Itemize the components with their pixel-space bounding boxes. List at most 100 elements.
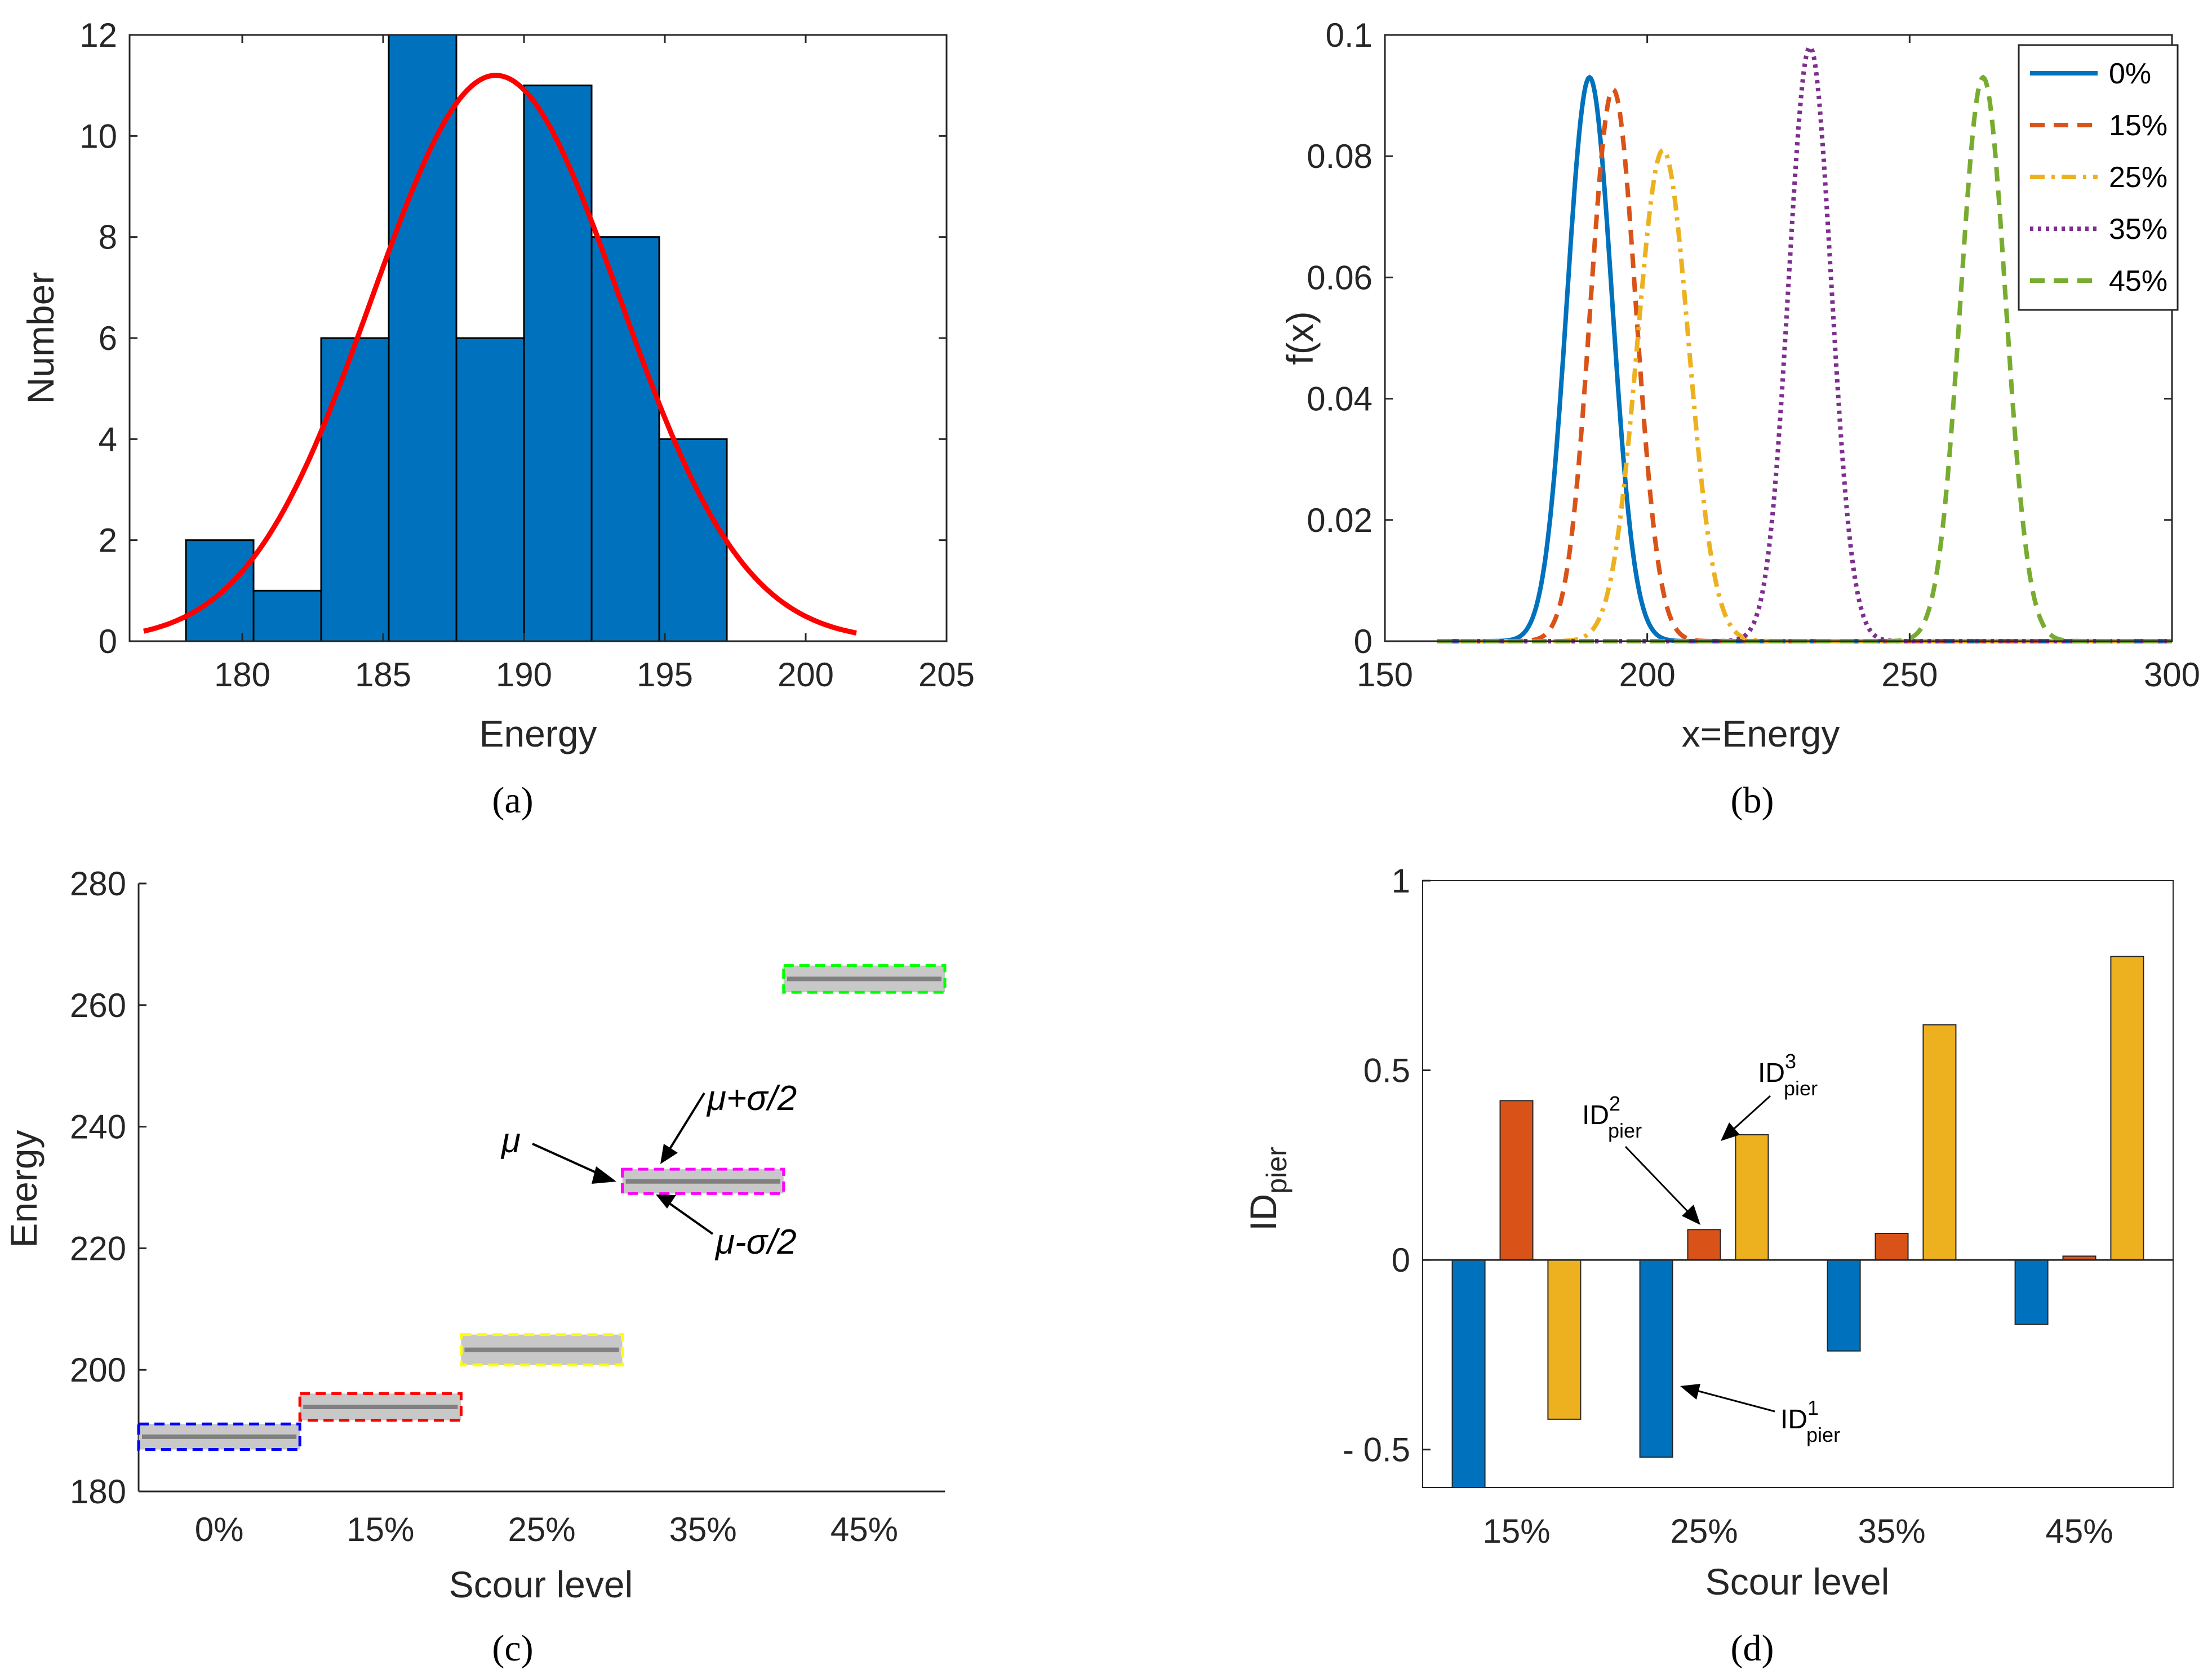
panel-b-y-axis-label: f(x): [1279, 311, 1321, 365]
y-tick-label: 8: [99, 219, 117, 256]
panel-c-caption: (c): [492, 1628, 533, 1669]
panel-d-y-label-sub: pier: [1261, 1147, 1292, 1193]
y-tick-label: 0.5: [1363, 1052, 1410, 1090]
y-tick-label: 2: [99, 522, 117, 560]
x-tick-label: 25%: [1670, 1512, 1738, 1550]
panel-d-y-label-main: ID: [1242, 1194, 1284, 1231]
y-tick-label: 280: [70, 865, 126, 903]
annotation-id1-arrowhead: [1680, 1384, 1700, 1400]
bar-ID1pier-35%: [1827, 1259, 1861, 1352]
annotation-id3-sup: 3: [1785, 1050, 1796, 1073]
bar-ID1pier-15%: [1451, 1259, 1486, 1488]
histogram-bar: [252, 589, 322, 642]
histogram-bar: [320, 337, 390, 642]
panel-d-ticks: - 0.5 0 0.5 1 15% 25% 35% 45%: [1343, 862, 2113, 1550]
x-tick-label: 15%: [347, 1511, 414, 1548]
x-tick-label: 200: [1619, 656, 1676, 694]
x-tick-label: 300: [2144, 656, 2200, 694]
annotation-mu-plus-arrowhead: [660, 1144, 678, 1164]
annotation-id2-arrow: [1624, 1145, 1694, 1218]
annotation-id1-arrow: [1690, 1388, 1775, 1413]
annotation-id3-arrow: [1727, 1095, 1771, 1135]
histogram-bar: [590, 236, 660, 642]
panel-b-legend: 0% 15% 25% 35% 45%: [2018, 44, 2179, 311]
bar-ID1pier-45%: [2014, 1259, 2049, 1325]
annotation-mu-minus-arrow: [664, 1199, 714, 1235]
panel-b-x-axis-label: x=Energy: [1682, 713, 1840, 754]
y-tick-label: 220: [70, 1229, 126, 1267]
panel-a: 180 185 190 195 200 205 0 2 4 6 8 10 12 Energy Numbe…: [20, 16, 975, 821]
y-tick-label: 6: [99, 319, 117, 357]
panel-a-ticks: 180 185 190 195 200 205 0 2 4 6 8 10 12: [79, 16, 975, 694]
annotation-mu-minus-arrowhead: [656, 1195, 676, 1209]
legend-label-15%: 15%: [2109, 109, 2167, 142]
panel-c-bands: [137, 964, 947, 1451]
panel-a-normal-fit-curve: [143, 73, 857, 636]
histogram-bar: [388, 34, 457, 642]
y-tick-label: 0.06: [1307, 259, 1372, 296]
y-tick-label: 12: [79, 16, 117, 54]
bar-ID2pier-15%: [1499, 1100, 1534, 1261]
annotation-id1-sub: pier: [1806, 1423, 1840, 1446]
panel-a-bars: [185, 34, 728, 642]
annotation-id1: ID1 pier: [1780, 1396, 1840, 1446]
panel-d-caption: (d): [1731, 1628, 1774, 1669]
histogram-bar: [658, 438, 728, 642]
y-tick-label: 0.04: [1307, 380, 1372, 418]
legend-box: [2018, 44, 2179, 311]
annotation-id2-arrowhead: [1682, 1205, 1700, 1225]
panel-c: 180 200 220 240 260 280 0% 15% 25% 35% 45% μ μ+σ/2…: [3, 865, 947, 1669]
annotation-id2: ID2 pier: [1582, 1092, 1642, 1142]
y-tick-label: 0: [1354, 623, 1372, 660]
x-tick-label: 200: [778, 656, 834, 694]
y-tick-label: 10: [79, 117, 117, 155]
density-line-15%: [1437, 86, 2172, 643]
histogram-bar: [455, 337, 525, 642]
panel-b-plot-box: [1384, 34, 2173, 642]
legend-label-0%: 0%: [2109, 57, 2151, 90]
bar-ID3pier-15%: [1547, 1259, 1582, 1420]
annotation-id2-main: ID: [1582, 1100, 1609, 1130]
y-tick-label: 260: [70, 987, 126, 1024]
legend-label-25%: 25%: [2109, 161, 2167, 194]
y-tick-label: 240: [70, 1108, 126, 1146]
x-tick-label: 0%: [195, 1511, 244, 1548]
density-line-35%: [1437, 44, 2172, 643]
annotation-mu-arrowhead: [592, 1166, 616, 1184]
annotation-id3: ID3 pier: [1758, 1050, 1818, 1100]
panel-c-annotations: μ μ+σ/2 μ-σ/2: [500, 1079, 797, 1262]
panel-d-y-axis-label: IDpier: [1242, 1147, 1292, 1231]
annotation-id3-sub: pier: [1784, 1077, 1818, 1100]
annotation-mu-plus-arrow: [665, 1092, 705, 1156]
panel-d-plot-box: [1422, 880, 2174, 1488]
x-tick-label: 190: [496, 656, 552, 694]
bar-ID3pier-35%: [1922, 1024, 1957, 1261]
panel-a-y-axis-label: Number: [20, 272, 61, 405]
annotation-id3-main: ID: [1758, 1058, 1785, 1088]
annotation-id1-sup: 1: [1807, 1396, 1819, 1419]
y-tick-label: 0.08: [1307, 137, 1372, 175]
panel-d-x-axis-label: Scour level: [1705, 1561, 1890, 1602]
panel-b-caption: (b): [1731, 780, 1774, 821]
y-tick-label: 0.1: [1326, 16, 1372, 54]
panel-c-y-axis-label: Energy: [3, 1130, 45, 1247]
annotation-id2-sup: 2: [1609, 1092, 1620, 1115]
annotation-id1-main: ID: [1780, 1405, 1807, 1435]
panel-d-annotations: ID2 pier ID3 pier ID1 pier: [1582, 1050, 1840, 1446]
histogram-bar: [523, 85, 593, 642]
x-tick-label: 185: [355, 656, 411, 694]
bar-ID2pier-25%: [1687, 1229, 1721, 1261]
x-tick-label: 250: [1881, 656, 1938, 694]
x-tick-label: 195: [637, 656, 693, 694]
y-tick-label: 0.02: [1307, 501, 1372, 539]
bar-ID3pier-45%: [2110, 956, 2144, 1261]
annotation-mu-plus: μ+σ/2: [706, 1079, 797, 1118]
x-tick-label: 205: [918, 656, 975, 694]
legend-label-45%: 45%: [2109, 265, 2167, 297]
y-tick-label: 0: [99, 623, 117, 660]
x-tick-label: 25%: [508, 1511, 575, 1548]
x-tick-label: 180: [214, 656, 270, 694]
bar-ID3pier-25%: [1735, 1134, 1769, 1261]
